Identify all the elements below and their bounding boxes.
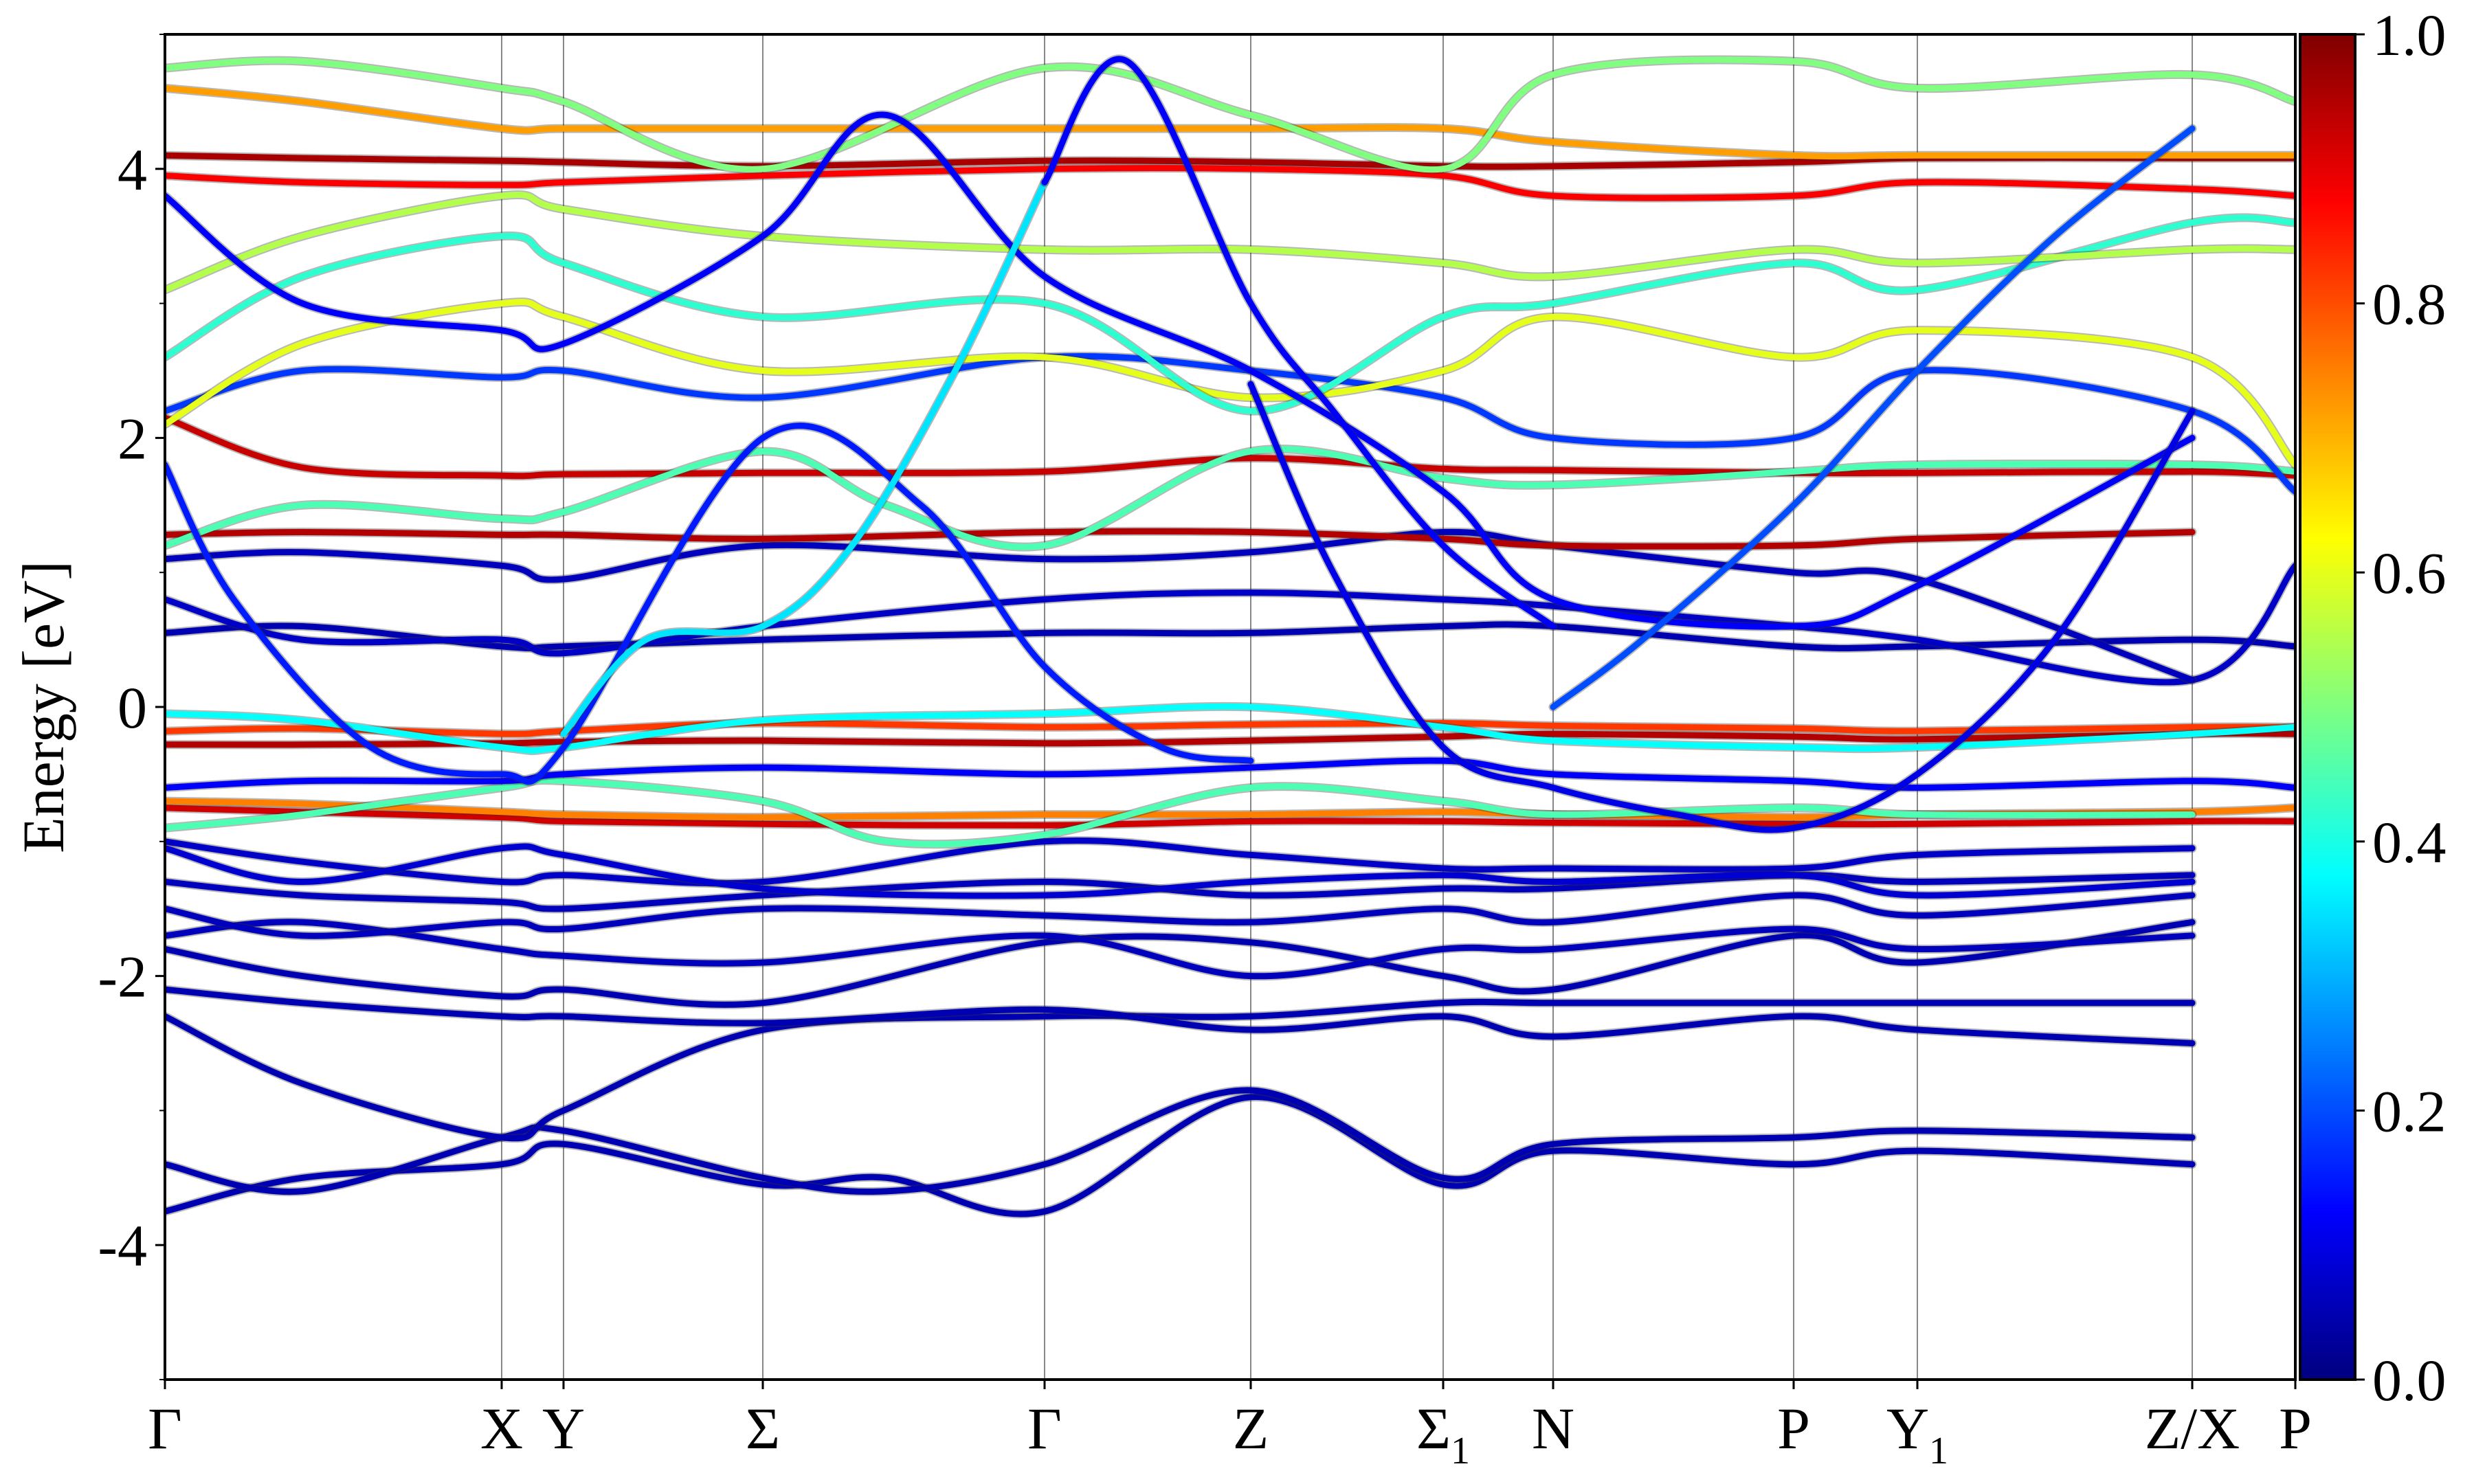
- band-line: [165, 528, 2196, 684]
- band-line: [165, 85, 2295, 160]
- band-line: [165, 730, 2295, 748]
- colorbar-tick-label: 0.0: [2372, 1347, 2447, 1413]
- x-tick-label: Y: [542, 1395, 585, 1461]
- colorbar-tick-label: 0.2: [2372, 1078, 2447, 1144]
- y-tick-label: -4: [98, 1213, 147, 1279]
- y-tick-label: -2: [98, 944, 147, 1010]
- band-line-edge: [165, 110, 2197, 631]
- band-line: [165, 703, 2295, 754]
- colorbar-tick-label: 1.0: [2372, 2, 2447, 68]
- y-tick-label: 2: [118, 405, 147, 471]
- x-tick-label: P: [2279, 1395, 2312, 1461]
- colorbar-tick-label: 0.4: [2372, 809, 2447, 875]
- band-line: [165, 562, 2295, 686]
- band-line: [165, 919, 2196, 980]
- band-line: [165, 111, 2196, 630]
- band-line: [165, 214, 2295, 414]
- y-axis-ticks: -4 -2 0 2 4: [98, 34, 165, 1380]
- x-tick-label: Σ1: [1416, 1395, 1470, 1472]
- band-line: [560, 179, 1048, 737]
- x-tick-label: N: [1532, 1395, 1574, 1461]
- y-tick-label: 4: [118, 137, 147, 203]
- x-tick-label: Γ: [1027, 1395, 1062, 1461]
- band-line: [165, 919, 2196, 1008]
- colorbar-tick-label: 0.8: [2372, 271, 2447, 337]
- band-line-edge: [165, 561, 2295, 687]
- band-line: [165, 56, 2295, 173]
- x-tick-label: P: [1777, 1395, 1810, 1461]
- y-tick-label: 0: [118, 675, 147, 741]
- band-line: [165, 892, 2196, 939]
- band-line: [1041, 56, 1557, 629]
- band-line: [165, 1094, 2196, 1217]
- band-line: [165, 165, 2295, 201]
- band-line-edge: [165, 1092, 2197, 1219]
- x-tick-label: Σ: [746, 1395, 780, 1461]
- band-line: [165, 299, 2295, 469]
- x-tick-label: X: [480, 1395, 523, 1461]
- band-line: [165, 621, 2295, 651]
- band-line-edge: [165, 83, 2295, 161]
- x-tick-label: Z/X: [2145, 1395, 2240, 1461]
- x-axis-ticks: Γ X Y Σ Γ Z Σ1 N P Y1 Z/X P: [148, 1380, 2312, 1472]
- band-line: [165, 805, 2295, 829]
- colorbar-ticks: 0.0 0.2 0.4 0.6 0.8 1.0: [2355, 2, 2447, 1413]
- band-line: [165, 843, 2196, 899]
- band-line: [165, 777, 2196, 848]
- band-line: [165, 719, 2295, 737]
- x-tick-label: Γ: [148, 1395, 182, 1461]
- colorbar-tick-label: 0.6: [2372, 540, 2447, 606]
- x-tick-label: Z: [1233, 1395, 1269, 1461]
- band-line: [165, 1087, 2196, 1195]
- band-lines: [165, 54, 2295, 1219]
- x-tick-label: Y1: [1886, 1395, 1948, 1472]
- y-axis-title: Energy [eV]: [10, 561, 76, 853]
- band-line: [1550, 125, 2196, 710]
- colorbar: [2299, 33, 2356, 1381]
- band-line: [1247, 381, 2196, 833]
- band-line: [165, 528, 2196, 550]
- band-line: [165, 423, 1254, 785]
- band-line: [165, 446, 2295, 550]
- band-line: [165, 191, 2295, 293]
- band-line: [165, 757, 2295, 791]
- band-line: [165, 837, 2196, 887]
- band-line: [165, 986, 2196, 1046]
